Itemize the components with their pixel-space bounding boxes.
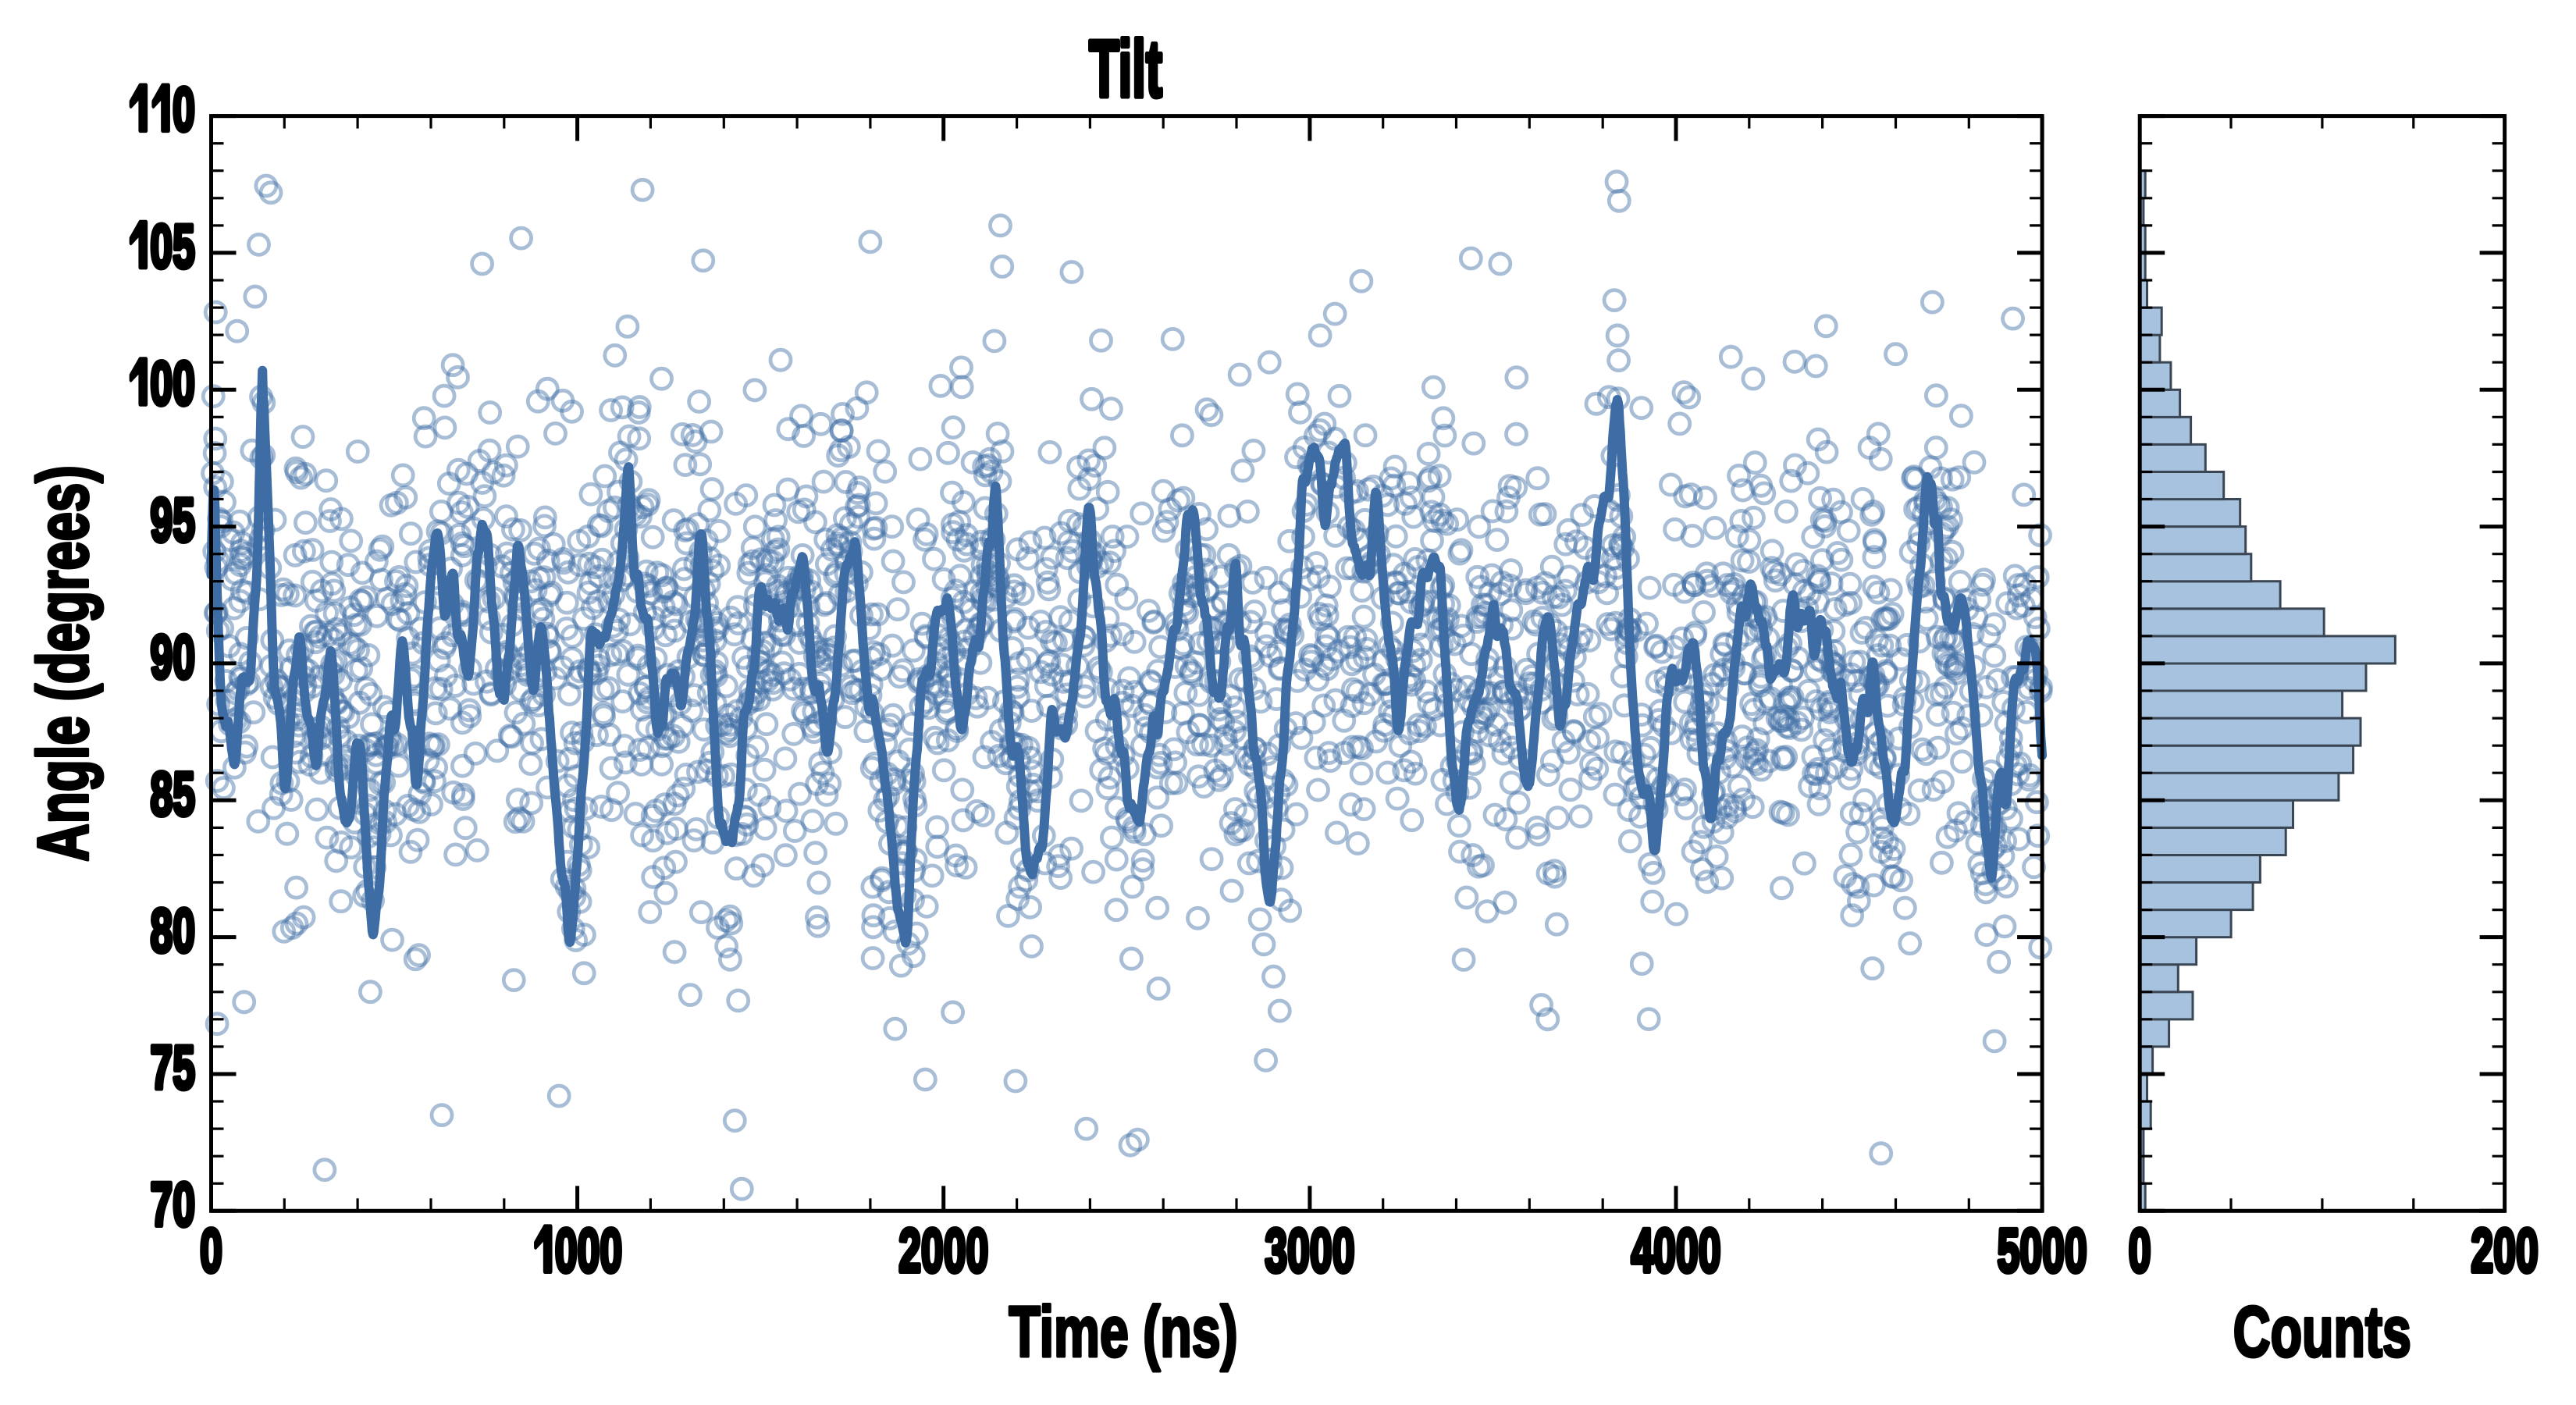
svg-text:3000: 3000	[1265, 1217, 1354, 1286]
svg-text:70: 70	[150, 1171, 195, 1240]
svg-text:4000: 4000	[1631, 1217, 1720, 1286]
svg-text:80: 80	[150, 897, 195, 966]
svg-text:Time (ns): Time (ns)	[1009, 1291, 1237, 1371]
svg-text:2000: 2000	[898, 1217, 988, 1286]
svg-text:Counts: Counts	[2233, 1291, 2411, 1371]
svg-text:000: 000	[555, 1217, 622, 1286]
svg-text:0: 0	[173, 76, 195, 144]
svg-text:95: 95	[150, 486, 195, 555]
svg-text:90: 90	[150, 624, 195, 692]
svg-text:85: 85	[150, 760, 195, 829]
svg-text:05: 05	[150, 213, 195, 282]
svg-text:5000: 5000	[1998, 1217, 2087, 1286]
svg-text:75: 75	[150, 1034, 195, 1103]
svg-text:Tilt: Tilt	[1089, 25, 1162, 114]
svg-text:0: 0	[2129, 1217, 2151, 1286]
svg-text:Angle (degrees): Angle (degrees)	[23, 465, 104, 861]
svg-text:00: 00	[150, 350, 195, 418]
svg-text:200: 200	[2471, 1217, 2538, 1286]
svg-text:0: 0	[200, 1217, 222, 1286]
